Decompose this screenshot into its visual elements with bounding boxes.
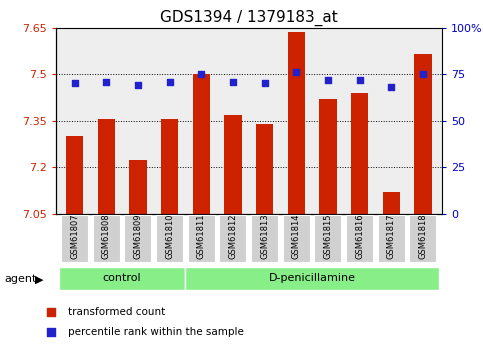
Text: GSM61813: GSM61813: [260, 214, 269, 259]
Text: GSM61811: GSM61811: [197, 214, 206, 259]
Bar: [59, 267, 185, 290]
Text: GSM61818: GSM61818: [418, 214, 427, 259]
Text: GSM61815: GSM61815: [324, 214, 332, 259]
Bar: [188, 215, 215, 263]
Bar: [185, 267, 439, 290]
Bar: [319, 99, 337, 214]
Text: percentile rank within the sample: percentile rank within the sample: [69, 327, 244, 337]
Text: agent: agent: [5, 275, 37, 284]
Point: [198, 71, 205, 77]
Text: GSM61809: GSM61809: [133, 214, 142, 259]
Text: control: control: [103, 273, 142, 283]
Text: GSM61807: GSM61807: [70, 214, 79, 259]
Bar: [161, 119, 178, 214]
Point: [363, 235, 371, 241]
Bar: [193, 74, 210, 214]
Bar: [410, 215, 437, 263]
Point: [134, 82, 142, 88]
Bar: [251, 215, 278, 263]
Point: [102, 79, 110, 85]
Text: transformed count: transformed count: [69, 307, 166, 317]
Point: [166, 79, 173, 85]
Bar: [125, 215, 151, 263]
Bar: [378, 215, 405, 263]
Text: GSM61808: GSM61808: [102, 214, 111, 259]
Text: ▶: ▶: [35, 275, 43, 284]
Bar: [98, 119, 115, 214]
Bar: [61, 215, 88, 263]
Point: [387, 85, 395, 90]
Text: GSM61812: GSM61812: [228, 214, 238, 259]
Point: [71, 81, 78, 86]
Text: GSM61816: GSM61816: [355, 214, 364, 259]
Bar: [156, 215, 183, 263]
Bar: [287, 32, 305, 214]
Bar: [219, 215, 246, 263]
Title: GDS1394 / 1379183_at: GDS1394 / 1379183_at: [160, 10, 338, 26]
Text: GSM61814: GSM61814: [292, 214, 301, 259]
Point: [229, 79, 237, 85]
Bar: [93, 215, 120, 263]
Point: [324, 77, 332, 82]
Bar: [66, 136, 83, 214]
Point: [356, 77, 364, 82]
Text: D-penicillamine: D-penicillamine: [269, 273, 355, 283]
Text: GSM61817: GSM61817: [387, 214, 396, 259]
Bar: [129, 160, 147, 214]
Bar: [351, 93, 369, 214]
Bar: [283, 215, 310, 263]
Point: [419, 71, 427, 77]
Bar: [414, 54, 432, 214]
Point: [292, 70, 300, 75]
Bar: [314, 215, 341, 263]
Bar: [224, 115, 242, 214]
Bar: [346, 215, 373, 263]
Bar: [256, 124, 273, 214]
Point: [261, 81, 269, 86]
Text: GSM61810: GSM61810: [165, 214, 174, 259]
Bar: [383, 192, 400, 214]
Point: [363, 47, 371, 53]
